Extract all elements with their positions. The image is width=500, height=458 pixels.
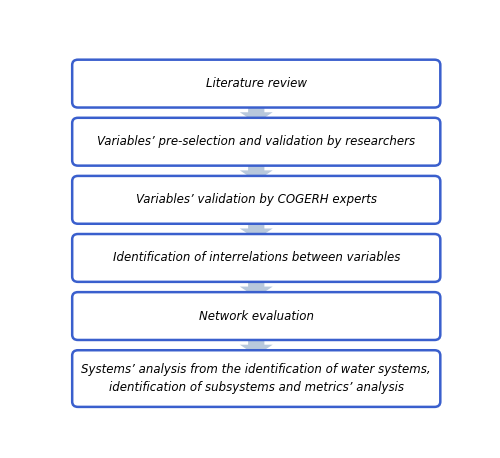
FancyBboxPatch shape xyxy=(72,234,440,282)
Text: Identification of interrelations between variables: Identification of interrelations between… xyxy=(112,251,400,264)
FancyArrow shape xyxy=(240,277,272,297)
FancyBboxPatch shape xyxy=(72,292,440,340)
FancyArrow shape xyxy=(240,102,272,123)
FancyArrow shape xyxy=(240,218,272,240)
Text: Systems’ analysis from the identification of water systems,
identification of su: Systems’ analysis from the identificatio… xyxy=(82,363,431,394)
Text: Network evaluation: Network evaluation xyxy=(199,310,314,322)
FancyBboxPatch shape xyxy=(72,60,440,108)
FancyBboxPatch shape xyxy=(72,118,440,166)
Text: Variables’ pre-selection and validation by researchers: Variables’ pre-selection and validation … xyxy=(97,135,416,148)
FancyArrow shape xyxy=(240,160,272,181)
Text: Variables’ validation by COGERH experts: Variables’ validation by COGERH experts xyxy=(136,193,377,207)
FancyArrow shape xyxy=(240,335,272,355)
FancyBboxPatch shape xyxy=(72,176,440,224)
FancyBboxPatch shape xyxy=(72,350,440,407)
Text: Literature review: Literature review xyxy=(206,77,307,90)
